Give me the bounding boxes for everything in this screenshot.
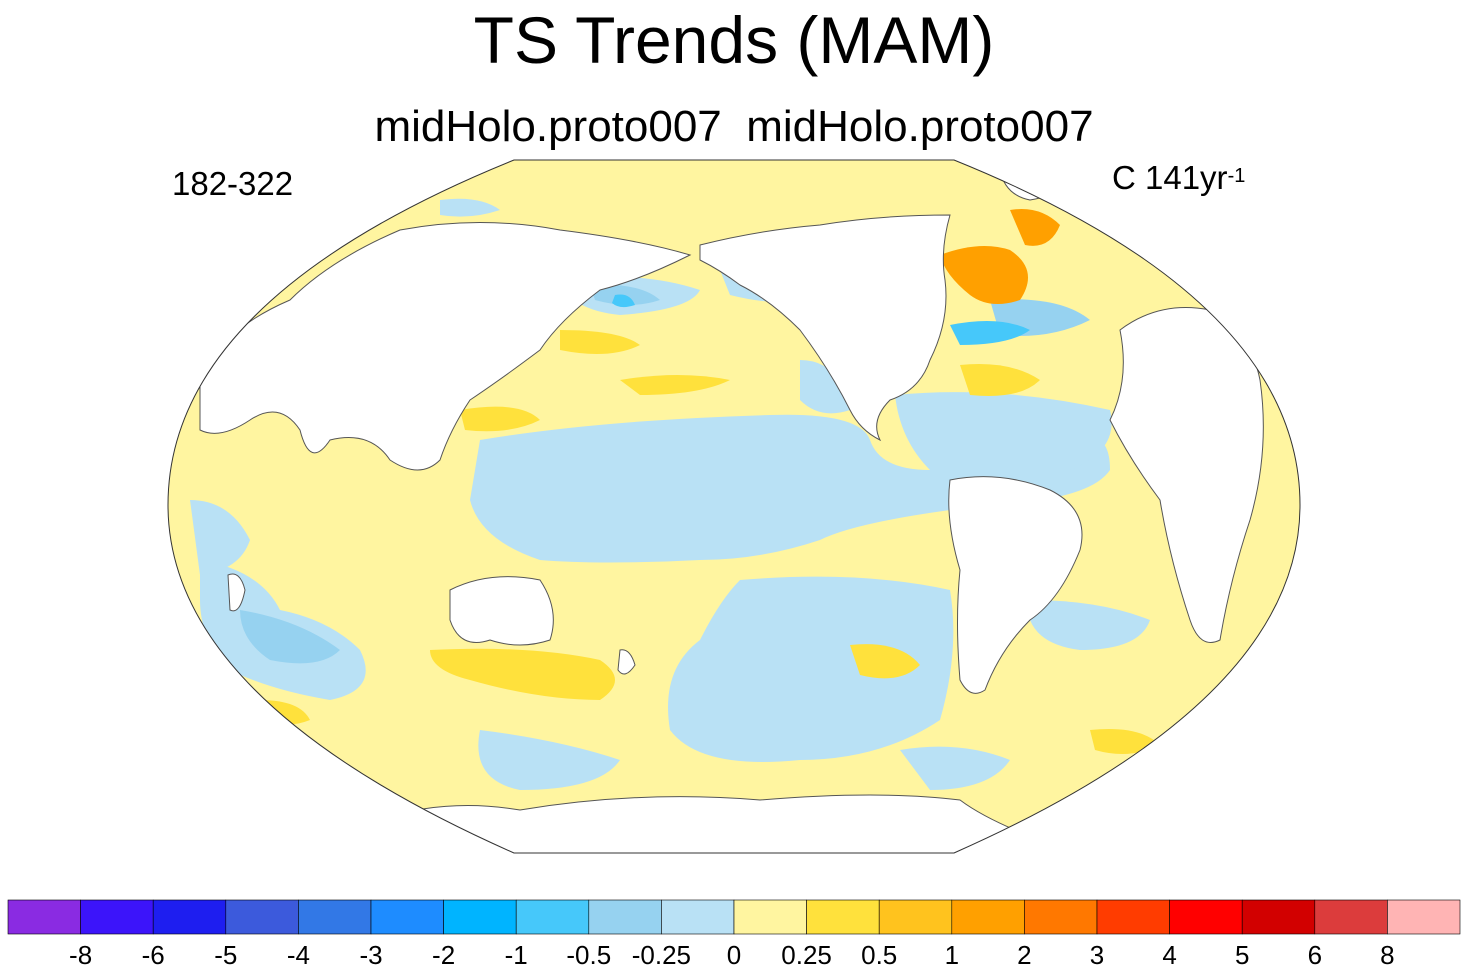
- east-pacific-cool: [800, 360, 850, 414]
- colorbar-swatch: [370, 899, 444, 935]
- south-atlantic-warm: [1090, 729, 1160, 754]
- warm-anomaly-regions: [260, 330, 1160, 754]
- colorbar-tick-label: 8: [1380, 940, 1395, 970]
- strong-cool-patches: [612, 294, 1030, 345]
- colorbar-tick-label: 1: [944, 940, 960, 970]
- greenland-east-warm: [1010, 209, 1060, 246]
- north-america: [699, 214, 951, 442]
- pacific-warm-band-2: [620, 375, 730, 395]
- north-pacific-warm-band: [560, 330, 640, 354]
- south-atlantic-cool: [1030, 600, 1150, 650]
- australia: [449, 576, 554, 646]
- land-masses: [199, 168, 1264, 853]
- antarctica: [298, 794, 1101, 853]
- colorbar-swatch: [1169, 899, 1243, 935]
- colorbar-tick-label: 5: [1234, 940, 1250, 970]
- colorbar-tick-label: -6: [141, 940, 165, 970]
- colorbar-swatch: [1096, 899, 1170, 935]
- units-text: C 141yr: [1112, 159, 1228, 196]
- madagascar: [227, 573, 246, 612]
- indian-ocean-moderate: [240, 610, 340, 664]
- eurasia: [199, 222, 692, 471]
- colorbar-tick-label: 0.25: [781, 940, 832, 970]
- arctic-cool: [440, 198, 500, 217]
- colorbar-swatch: [1314, 899, 1388, 935]
- map-area: [168, 160, 1300, 853]
- colorbar-swatch: [806, 899, 880, 935]
- colorbar-tick-label: -5: [214, 940, 238, 970]
- new-zealand: [617, 649, 636, 675]
- north-pacific-moderate: [590, 284, 660, 305]
- colorbar-swatch: [225, 899, 299, 935]
- colorbar-swatch: [80, 899, 154, 935]
- colorbar-tick-label: -0.5: [566, 940, 612, 970]
- colorbar-tick-label: -0.25: [631, 940, 692, 970]
- north-atlantic-warm: [960, 364, 1040, 396]
- colorbar-swatch: [1387, 899, 1461, 935]
- colorbar-swatch: [1024, 899, 1098, 935]
- globe-outline: [167, 159, 1301, 854]
- units-label: C 141yr-1: [1112, 156, 1245, 200]
- colorbar-swatch: [588, 899, 662, 935]
- southern-ocean-cool-2: [900, 746, 1010, 790]
- north-atlantic-subtropical-cool: [895, 392, 1112, 470]
- west-pacific-warm: [460, 406, 540, 432]
- colorbar-tick-label: -2: [432, 940, 456, 970]
- colorbar-swatch: [152, 899, 227, 935]
- south-america: [948, 476, 1083, 694]
- south-pacific-warm: [850, 644, 920, 679]
- colorbar-tick-label: -1: [504, 940, 528, 970]
- colorbar-swatch: [1241, 899, 1316, 935]
- colorbar-tick-label: 0.5: [861, 940, 898, 970]
- colorbar-swatch: [515, 899, 590, 935]
- map-title: TS Trends (MAM): [473, 3, 995, 77]
- period-label: 182-322: [172, 165, 294, 202]
- colorbar-tick-label: 4: [1162, 940, 1177, 970]
- central-pacific-cool: [470, 414, 1110, 563]
- map-subtitle: midHolo.proto007 midHolo.proto007: [374, 102, 1094, 151]
- units-exponent: -1: [1227, 165, 1246, 187]
- strong-warm-regions: [940, 209, 1060, 304]
- labrador-sea-warm: [940, 246, 1028, 304]
- tasman-warm: [430, 648, 615, 700]
- south-pacific-cool: [668, 576, 954, 762]
- moderate-cool-patches: [240, 284, 1090, 664]
- colorbar-swatch: [443, 899, 517, 935]
- colorbar-swatch: [733, 899, 807, 935]
- colorbar-swatch: [298, 899, 372, 935]
- colorbar-tick-label: -8: [69, 940, 93, 970]
- colorbar-tick-label: -4: [286, 940, 310, 970]
- colorbar-swatch: [7, 899, 81, 935]
- northwest-atlantic-cool: [950, 321, 1030, 345]
- colorbar-tick-label: 6: [1307, 940, 1323, 970]
- indian-west-cool: [190, 500, 250, 575]
- colorbar: [7, 899, 1461, 935]
- colorbar-swatch: [951, 899, 1025, 935]
- colorbar-tick-label: 2: [1017, 940, 1032, 970]
- colorbar-swatch: [878, 899, 953, 935]
- colorbar-swatch: [661, 899, 735, 935]
- colorbar-tick-label: 3: [1089, 940, 1105, 970]
- southern-ocean-cool-1: [478, 730, 620, 790]
- kuroshio-cool: [612, 294, 635, 308]
- colorbar-tick-label: 0: [726, 940, 742, 970]
- colorbar-tick-label: -3: [359, 940, 383, 970]
